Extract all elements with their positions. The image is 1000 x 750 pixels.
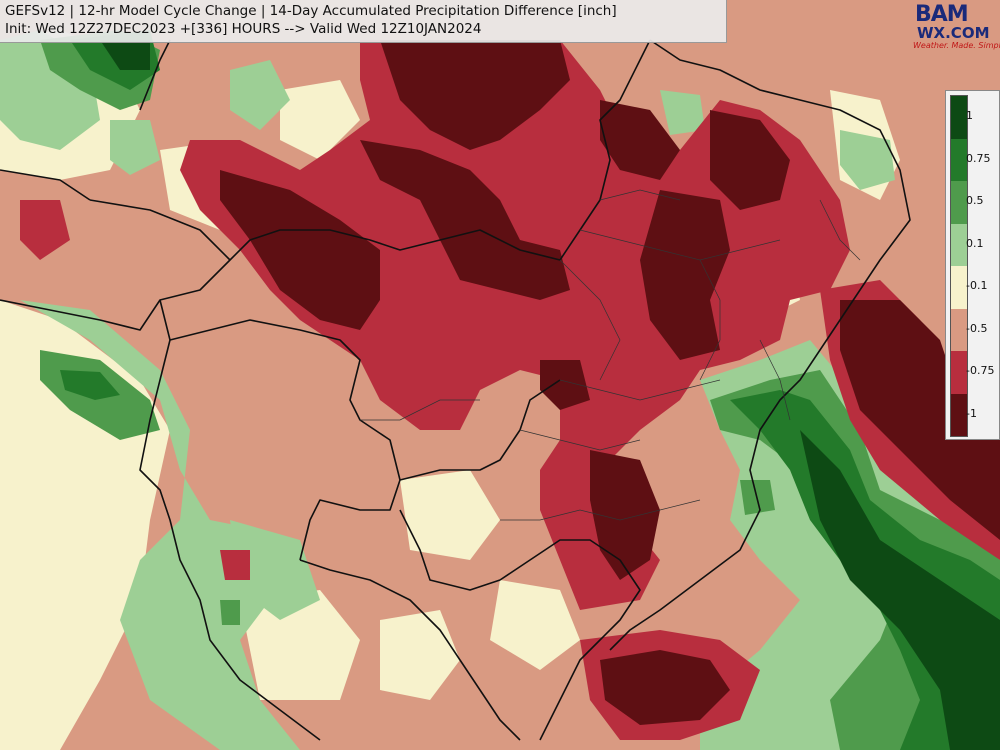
legend-label: -0.1 [966, 279, 988, 293]
legend-color-bar [950, 95, 968, 437]
strong-negative-regions [220, 40, 1000, 725]
title-banner: GEFSv12 | 12-hr Model Cycle Change | 14-… [0, 0, 727, 43]
legend-label: -1 [966, 406, 977, 420]
legend-swatch [951, 351, 967, 394]
logo-sub-text: WX.COM [917, 24, 990, 42]
state-borders [360, 189, 861, 521]
legend-label: -0.5 [966, 321, 988, 335]
legend-swatch [951, 138, 967, 181]
map-title: GEFSv12 | 12-hr Model Cycle Change | 14-… [5, 3, 617, 19]
color-legend: 1 0.75 0.5 0.1 -0.1 -0.5 -0.75 -1 [945, 90, 1000, 440]
map-subtitle: Init: Wed 12Z27DEC2023 +[336] HOURS --> … [5, 21, 482, 37]
bamwx-logo: BAM WX.COM Weather. Made. Simple. [905, 2, 1000, 52]
legend-label: -0.75 [966, 364, 995, 378]
legend-swatch [951, 181, 967, 224]
legend-label: 0.5 [966, 194, 984, 208]
legend-label: 0.1 [966, 236, 984, 250]
logo-main-text: BAM [915, 2, 969, 27]
legend-label: 1 [966, 109, 973, 123]
legend-swatch [951, 223, 967, 266]
legend-swatch [951, 266, 967, 309]
legend-swatch [951, 96, 967, 139]
legend-label: 0.75 [966, 151, 991, 165]
legend-swatch [951, 393, 967, 436]
legend-swatch [951, 308, 967, 351]
very-strong-positive-regions [100, 40, 1000, 750]
logo-tagline: Weather. Made. Simple. [913, 41, 1000, 50]
